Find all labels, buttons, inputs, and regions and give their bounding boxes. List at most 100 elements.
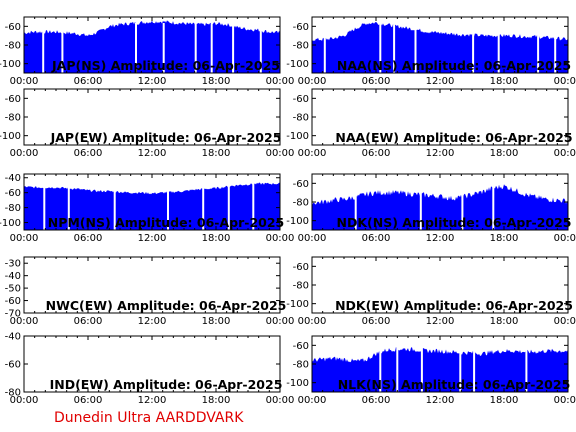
y-tick-label: -80 <box>293 41 309 52</box>
y-tick-label: -40 <box>5 332 21 343</box>
x-tick-label: 12:00 <box>426 76 455 87</box>
panel-jap-ew: -60 -80 -100 00:00 06:00 12:00 18:00 00:00 JAP(E… <box>0 88 294 159</box>
x-tick-label: 12:00 <box>426 395 455 406</box>
panel-ndk-ns: -60 -80 -100 00:00 06:00 12:00 18:00 00:00 NDK(N… <box>286 173 576 244</box>
footer-label: Dunedin Ultra AARDDVARK <box>54 410 244 426</box>
panel-title-naa-ew: NAA(EW) Amplitude: 06-Apr-2025 <box>335 130 572 145</box>
x-tick-label: 06:00 <box>74 233 103 244</box>
dropout-nlk-ns-4 <box>473 342 476 392</box>
y-tick-label: -60 <box>293 179 309 190</box>
dropout-npm-ns-4 <box>202 180 205 230</box>
x-tick-label: 06:00 <box>362 395 391 406</box>
y-tick-label: -60 <box>293 94 309 105</box>
panel-title-ind-ew: IND(EW) Amplitude: 06-Apr-2025 <box>50 377 283 392</box>
dropout-ndk-ns-2 <box>461 180 464 230</box>
x-tick-label: 06:00 <box>362 233 391 244</box>
dropout-jap-ns-3 <box>162 23 165 73</box>
x-tick-label: 00:00 <box>266 316 295 327</box>
y-tick-label: -100 <box>0 131 21 142</box>
x-tick-label: 18:00 <box>202 76 231 87</box>
dropout-npm-ns-1 <box>67 180 70 230</box>
y-tick-label: -100 <box>286 131 309 142</box>
panel-title-ndk-ew: NDK(EW) Amplitude: 06-Apr-2025 <box>335 298 573 313</box>
dropout-jap-ns-1 <box>61 23 64 73</box>
x-tick-label: 06:00 <box>74 316 103 327</box>
y-tick-label: -80 <box>293 281 309 292</box>
x-tick-label: 00:00 <box>554 233 576 244</box>
y-tick-label: -70 <box>5 309 21 320</box>
x-tick-label: 06:00 <box>362 76 391 87</box>
y-tick-label: -60 <box>5 360 21 371</box>
panel-title-npm-ns: NPM(NS) Amplitude: 06-Apr-2025 <box>48 215 285 230</box>
dropout-jap-ns-4 <box>194 23 197 73</box>
panel-title-jap-ew: JAP(EW) Amplitude: 06-Apr-2025 <box>50 130 282 145</box>
panel-jap-ns: -60 -80 -100 00:00 06:00 12:00 18:00 00:00 JAP(N… <box>0 16 294 87</box>
dropout-nlk-ns-1 <box>396 342 399 392</box>
y-tick-label: -100 <box>286 299 309 310</box>
dropout-naa-ns-4 <box>472 23 475 73</box>
dropout-jap-ns-6 <box>232 23 235 73</box>
x-tick-label: 12:00 <box>138 233 167 244</box>
dropout-jap-ns-0 <box>42 23 45 73</box>
y-tick-label: -80 <box>293 360 309 371</box>
x-tick-label: 06:00 <box>74 395 103 406</box>
panel-title-naa-ns: NAA(NS) Amplitude: 06-Apr-2025 <box>337 58 571 73</box>
y-tick-label: -100 <box>0 59 21 70</box>
panel-ndk-ew: -60 -80 -100 00:00 06:00 12:00 18:00 00:00 NDK(E… <box>286 256 576 327</box>
x-tick-label: 12:00 <box>138 148 167 159</box>
x-tick-label: 00:00 <box>554 148 576 159</box>
dropout-naa-ns-1 <box>379 23 382 73</box>
x-tick-label: 18:00 <box>202 233 231 244</box>
panel-title-jap-ns: JAP(NS) Amplitude: 06-Apr-2025 <box>51 58 280 73</box>
x-tick-label: 00:00 <box>10 316 39 327</box>
panel-npm-ns: -40 -60 -80 -100 00:00 06:00 12:00 18:00 00:00 NP… <box>0 173 294 244</box>
dropout-ndk-ns-3 <box>492 180 495 230</box>
x-tick-label: 00:00 <box>10 76 39 87</box>
x-tick-label: 00:00 <box>554 76 576 87</box>
x-tick-label: 00:00 <box>554 395 576 406</box>
y-tick-label: -80 <box>5 113 21 124</box>
y-tick-label: -60 <box>5 94 21 105</box>
y-tick-label: -60 <box>293 262 309 273</box>
y-tick-label: -60 <box>293 22 309 33</box>
y-tick-label: -80 <box>293 198 309 209</box>
dropout-jap-ns-2 <box>135 23 137 73</box>
x-tick-label: 18:00 <box>490 148 519 159</box>
amplitude-area-nlk-ns <box>312 346 568 392</box>
y-tick-label: -80 <box>293 113 309 124</box>
x-tick-label: 12:00 <box>138 395 167 406</box>
dropout-npm-ns-3 <box>167 180 169 230</box>
y-tick-label: -40 <box>5 173 21 184</box>
dropout-ndk-ns-1 <box>419 180 422 230</box>
x-tick-label: 00:00 <box>554 316 576 327</box>
dropout-npm-ns-6 <box>252 180 255 230</box>
y-tick-label: -80 <box>5 41 21 52</box>
x-tick-label: 12:00 <box>138 316 167 327</box>
x-tick-label: 00:00 <box>10 233 39 244</box>
y-tick-label: -100 <box>286 59 309 70</box>
x-tick-label: 00:00 <box>298 395 327 406</box>
dropout-naa-ns-6 <box>537 23 540 73</box>
x-tick-label: 00:00 <box>266 233 295 244</box>
x-tick-label: 00:00 <box>10 395 39 406</box>
x-tick-label: 00:00 <box>266 395 295 406</box>
x-tick-label: 18:00 <box>490 233 519 244</box>
y-tick-label: -60 <box>5 188 21 199</box>
panel-naa-ew: -60 -80 -100 00:00 06:00 12:00 18:00 00:00 NAA(E… <box>286 88 576 159</box>
y-tick-label: -50 <box>5 284 21 295</box>
panel-title-ndk-ns: NDK(NS) Amplitude: 06-Apr-2025 <box>337 215 572 230</box>
x-tick-label: 00:00 <box>298 316 327 327</box>
dropout-npm-ns-2 <box>113 180 116 230</box>
x-tick-label: 12:00 <box>426 233 455 244</box>
amplitude-area-npm-ns <box>24 182 280 230</box>
panels-grid: -60 -80 -100 00:00 06:00 12:00 18:00 00:00 JAP(N… <box>0 16 576 407</box>
x-tick-label: 00:00 <box>298 76 327 87</box>
x-tick-label: 06:00 <box>74 148 103 159</box>
panel-naa-ns: -60 -80 -100 00:00 06:00 12:00 18:00 00:00 NAA(N… <box>286 16 576 87</box>
dropout-naa-ns-5 <box>497 23 500 73</box>
x-tick-label: 18:00 <box>202 148 231 159</box>
y-tick-label: -100 <box>286 378 309 389</box>
dropout-nlk-ns-3 <box>459 342 462 392</box>
